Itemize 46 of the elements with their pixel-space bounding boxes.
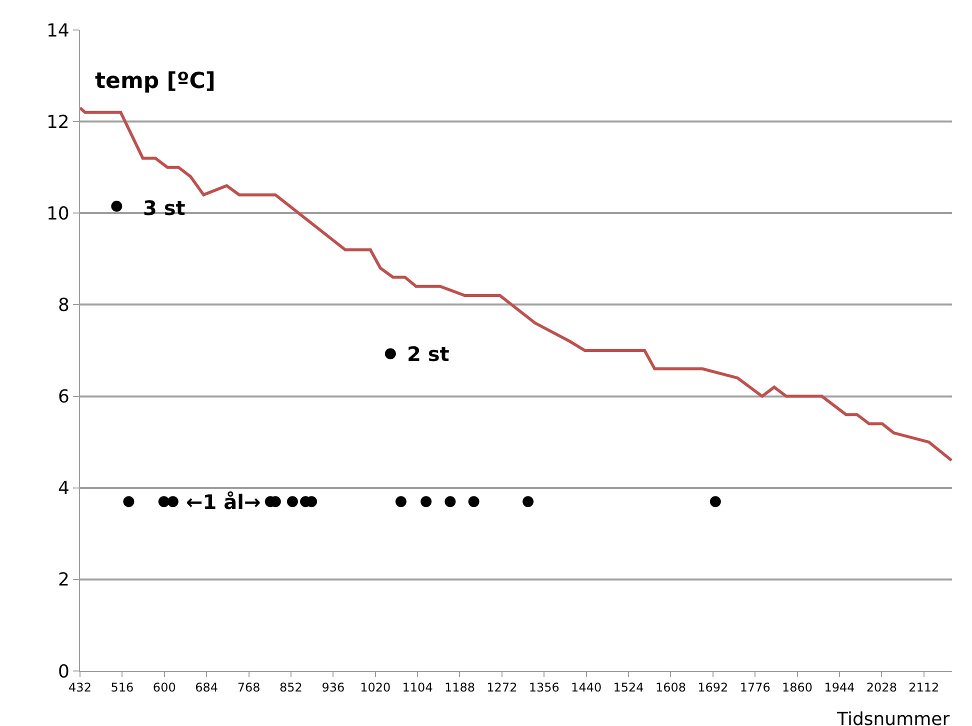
point: [111, 200, 122, 212]
annotation: ←1 ål→: [186, 490, 261, 514]
x-tick-label: 1104: [402, 680, 433, 694]
x-axis-title: Tidsnummer: [836, 709, 950, 726]
y-tick-label: 8: [58, 295, 70, 316]
y-axis-title: temp [ºC]: [95, 69, 216, 94]
x-tick-label: 684: [195, 680, 218, 694]
point: [468, 496, 480, 508]
y-tick-label: 14: [46, 20, 70, 42]
x-tick-label: 516: [110, 680, 134, 694]
x-tick-label: 768: [237, 680, 260, 694]
x-tick-label: 1356: [528, 680, 560, 694]
y-tick-label: 4: [58, 478, 70, 500]
point: [158, 496, 170, 508]
y-tick-label: 12: [46, 112, 70, 133]
point: [444, 496, 456, 508]
x-tick-label: 1188: [444, 680, 476, 694]
x-tick-label: 432: [68, 680, 92, 694]
annotation: 3 st: [143, 196, 186, 220]
x-tick-label: 936: [322, 680, 345, 694]
x-tick-label: 1440: [571, 680, 602, 694]
x-tick-label: 1776: [740, 680, 770, 694]
point: [286, 496, 298, 508]
y-tick-label: 6: [58, 386, 70, 408]
y-tick-label: 2: [58, 570, 70, 591]
x-tick-label: 2112: [908, 680, 940, 694]
x-tick-label: 1692: [698, 680, 728, 694]
point: [420, 496, 432, 508]
point: [167, 496, 178, 508]
y-tick-label: 10: [46, 203, 70, 224]
point: [710, 496, 721, 508]
point: [395, 496, 406, 508]
x-tick-label: 1020: [360, 680, 391, 694]
y-tick-label: 0: [58, 661, 70, 682]
point: [522, 496, 534, 508]
x-tick-label: 1860: [782, 680, 813, 694]
x-tick-label: 1944: [824, 680, 855, 694]
x-tick-label: 1524: [613, 680, 644, 694]
point: [384, 348, 396, 360]
x-tick-label: 1272: [486, 680, 518, 694]
x-tick-label: 852: [280, 680, 302, 694]
point: [123, 496, 134, 508]
x-tick-label: 2028: [866, 680, 897, 694]
x-tick-label: 600: [152, 680, 176, 694]
annotation: 2 st: [407, 342, 450, 366]
x-tick-label: 1608: [655, 680, 686, 694]
